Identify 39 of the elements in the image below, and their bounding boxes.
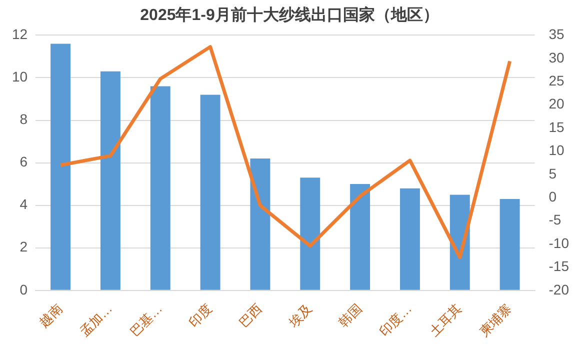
- bar: [350, 184, 370, 290]
- bar: [300, 178, 320, 290]
- x-tick-label: 埃及: [285, 300, 315, 331]
- x-tick-label: 孟加…: [76, 300, 116, 340]
- bar: [250, 158, 270, 290]
- y2-tick-label: -5: [548, 212, 562, 228]
- y2-tick-label: 35: [548, 26, 565, 42]
- bar: [500, 198, 520, 290]
- x-tick-label: 巴基…: [126, 300, 166, 340]
- x-tick-label: 印度: [186, 300, 215, 330]
- y2-tick-label: 0: [548, 188, 557, 204]
- y2-tick-label: 15: [548, 118, 565, 135]
- y-tick-label: 6: [20, 154, 28, 170]
- x-tick-label: 印度…: [376, 300, 415, 340]
- y2-tick-label: -20: [548, 281, 570, 298]
- x-tick-label: 韩国: [336, 300, 365, 330]
- x-tick-label: 巴西: [236, 300, 265, 330]
- bar: [50, 44, 71, 290]
- y-tick-label: 2: [20, 238, 28, 255]
- y-tick-label: 4: [20, 196, 28, 212]
- y-tick-label: 8: [20, 111, 28, 128]
- y2-tick-label: 10: [548, 142, 565, 158]
- bar: [150, 86, 170, 290]
- y-tick-label: 0: [20, 281, 28, 298]
- y2-tick-label: 25: [548, 72, 565, 88]
- y2-tick-label: 5: [548, 165, 557, 182]
- y-tick-label: 10: [12, 68, 28, 85]
- y2-tick-label: -15: [548, 258, 570, 274]
- y2-tick-label: 20: [548, 96, 565, 112]
- x-tick-label: 越南: [36, 300, 66, 330]
- chart-title: 2025年1-9月前十大纱线出口国家（地区）: [140, 5, 439, 24]
- y2-tick-label: 30: [548, 49, 565, 66]
- bar: [400, 188, 420, 290]
- y-tick-label: 12: [12, 26, 28, 42]
- y2-tick-label: -10: [548, 234, 570, 251]
- x-tick-label: 柬埔寨: [476, 300, 514, 340]
- bar: [100, 71, 120, 290]
- bar: [200, 94, 220, 290]
- x-tick-label: 土耳其: [426, 300, 465, 340]
